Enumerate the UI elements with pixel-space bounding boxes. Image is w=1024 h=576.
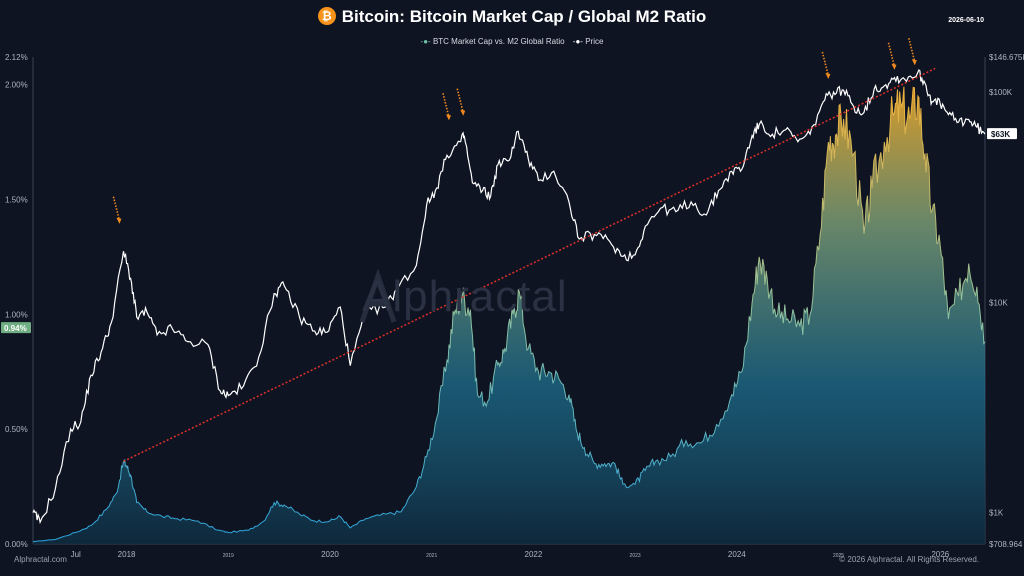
left-tick-label-1: 0.50%: [5, 425, 28, 434]
ratio-area: [33, 86, 985, 544]
copyright-label: © 2026 Alphractal. All Rights Reserved.: [839, 555, 979, 564]
x-tick-label-1: 2018: [118, 550, 136, 559]
x-tick-label-6: 2023: [630, 553, 641, 559]
ratio-series-line: [32, 86, 986, 543]
source-label[interactable]: Alphractal.com: [14, 555, 67, 564]
legend-ratio-swatch-icon: -●-: [420, 37, 431, 46]
left-tick-label-0: 0.00%: [5, 540, 28, 549]
legend-item-price[interactable]: -●- Price: [573, 37, 604, 46]
peak-arrow-head-3: [825, 72, 831, 79]
peak-arrow-head-0: [116, 217, 122, 224]
legend-price-swatch-icon: -●-: [572, 37, 583, 46]
left-tick-label-3: 1.50%: [5, 195, 28, 204]
date-stamp: 2026-06-10: [948, 17, 984, 24]
watermark-text: Alphractal: [362, 272, 568, 321]
legend-item-ratio[interactable]: -●- BTC Market Cap vs. M2 Global Ratio: [421, 37, 565, 46]
plot-layer: [32, 68, 986, 544]
peak-arrow-head-5: [911, 59, 917, 66]
legend-ratio-label: BTC Market Cap vs. M2 Global Ratio: [432, 37, 565, 46]
x-tick-label-2: 2019: [223, 553, 234, 559]
right-tick-label-0: $708.964: [989, 540, 1023, 549]
peak-arrow-head-1: [445, 114, 451, 121]
current-price-badge: [987, 128, 1017, 140]
x-tick-label-7: 2024: [728, 550, 746, 559]
peak-arrow-2: [456, 88, 465, 113]
peak-arrow-head-4: [891, 63, 897, 70]
peak-arrow-0: [112, 196, 121, 221]
x-tick-label-3: 2020: [321, 550, 339, 559]
legend-price-label: Price: [585, 37, 604, 46]
x-tick-label-8: 2025: [833, 553, 844, 559]
peak-arrow-1: [442, 93, 450, 118]
x-tick-label-5: 2022: [525, 550, 543, 559]
right-tick-label-3: $100K: [989, 88, 1013, 97]
left-tick-label-4: 2.00%: [5, 81, 28, 90]
legend[interactable]: -●- BTC Market Cap vs. M2 Global Ratio -…: [0, 37, 1024, 46]
bitcoin-icon: ₿: [317, 7, 336, 25]
current-ratio-badge: [1, 322, 31, 334]
left-tick-label-5: 2.12%: [5, 53, 28, 62]
overlay-layer: [112, 37, 936, 462]
x-tick-label-0: Jul: [71, 550, 81, 559]
peak-arrow-4: [887, 42, 896, 67]
chart-title-bar: ₿ Bitcoin: Bitcoin Market Cap / Global M2…: [0, 7, 1024, 27]
current-price-label: $63K: [991, 130, 1010, 139]
x-tick-label-4: 2021: [426, 553, 437, 559]
peak-arrow-5: [908, 37, 916, 63]
peak-arrow-head-2: [460, 109, 466, 116]
right-tick-label-4: $146.675K: [989, 53, 1024, 62]
left-tick-label-2: 1.00%: [5, 310, 28, 319]
right-tick-label-1: $1K: [989, 509, 1004, 518]
current-ratio-label: 0.94%: [4, 324, 27, 333]
peak-arrow-3: [821, 51, 830, 77]
watermark-logo-icon: [359, 268, 397, 323]
right-tick-label-2: $10K: [989, 298, 1008, 307]
x-tick-label-9: 2026: [931, 550, 949, 559]
price-series-line: [32, 68, 986, 525]
chart-title: Bitcoin: Bitcoin Market Cap / Global M2 …: [341, 7, 707, 26]
